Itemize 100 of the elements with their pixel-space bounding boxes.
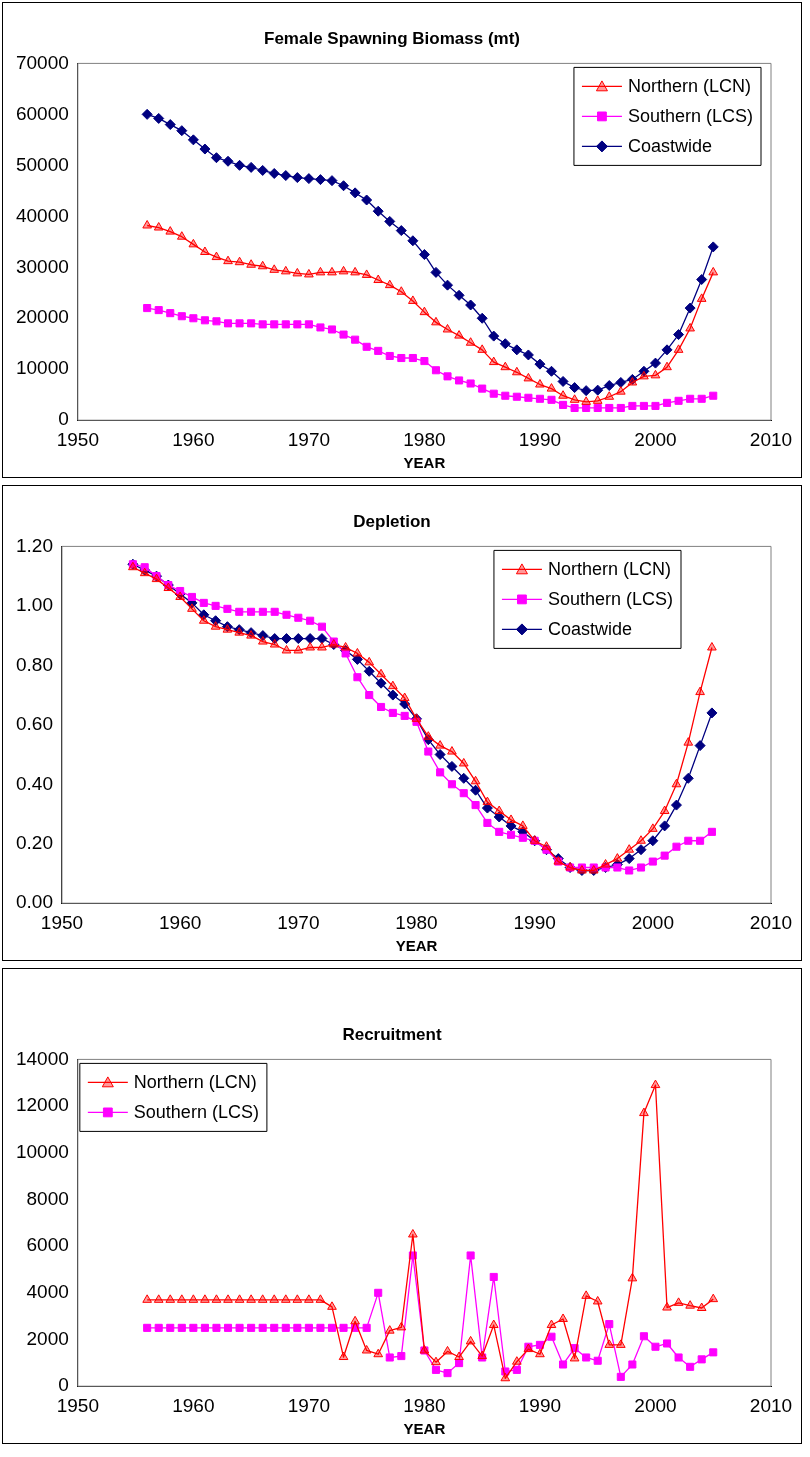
point: [696, 293, 707, 302]
point: [315, 266, 326, 276]
point: [639, 370, 649, 380]
y-tick-label: 50000: [15, 153, 69, 175]
point: [292, 1294, 303, 1303]
point: [434, 749, 446, 761]
x-axis-title: YEAR: [395, 937, 438, 955]
point: [592, 395, 603, 404]
point: [188, 1294, 199, 1303]
point: [431, 1356, 441, 1366]
point: [458, 772, 470, 784]
point: [210, 621, 221, 630]
point: [247, 1323, 256, 1332]
point: [470, 775, 481, 785]
point: [616, 403, 625, 412]
x-tick-label: 2000: [631, 911, 674, 933]
point: [453, 289, 465, 301]
point: [153, 112, 165, 124]
point: [341, 649, 350, 658]
point: [695, 686, 705, 696]
point: [200, 1294, 210, 1303]
y-tick-label: 2000: [26, 1327, 69, 1349]
point: [635, 844, 647, 856]
point: [512, 366, 522, 376]
y-tick-label: 0.40: [16, 772, 53, 794]
point: [518, 833, 527, 842]
point: [257, 1294, 268, 1303]
point: [582, 403, 591, 412]
point: [636, 863, 646, 872]
legend-label: Southern (LCS): [133, 1102, 259, 1123]
point: [350, 266, 360, 276]
point: [488, 1319, 499, 1329]
point: [166, 1323, 175, 1332]
point: [648, 823, 658, 832]
point: [200, 246, 210, 255]
point: [352, 647, 363, 657]
point: [223, 604, 232, 613]
y-tick-label: 0.80: [16, 653, 53, 675]
point: [188, 238, 199, 248]
point: [338, 265, 349, 275]
point: [304, 268, 314, 278]
point: [141, 108, 153, 120]
point: [198, 609, 210, 621]
point: [628, 401, 637, 410]
point: [650, 1079, 661, 1089]
point: [189, 314, 198, 323]
x-tick-label: 1990: [513, 911, 556, 933]
point: [326, 175, 338, 187]
y-tick-label: 0.60: [16, 713, 53, 735]
point: [709, 1348, 718, 1357]
point: [522, 349, 534, 361]
point: [353, 673, 362, 682]
point: [211, 251, 222, 261]
x-tick-label: 1950: [56, 1394, 99, 1416]
point: [212, 317, 221, 326]
point: [686, 394, 695, 403]
point: [210, 615, 222, 627]
chart-title: Recruitment: [342, 1024, 442, 1044]
legend-label: Northern (LCN): [627, 76, 751, 97]
point: [177, 1323, 186, 1332]
point: [495, 827, 504, 836]
point: [518, 820, 528, 829]
point: [685, 322, 695, 332]
point: [269, 639, 280, 648]
point: [317, 641, 327, 651]
y-tick-label: 40000: [15, 204, 69, 226]
point: [140, 563, 149, 572]
point: [466, 379, 475, 388]
point: [292, 267, 303, 277]
point: [512, 1356, 522, 1365]
x-tick-label: 1950: [56, 428, 99, 450]
point: [500, 1372, 511, 1382]
point: [682, 772, 694, 784]
point: [454, 330, 464, 339]
point: [373, 274, 384, 284]
x-tick-label: 1970: [277, 911, 320, 933]
x-tick-label: 1950: [40, 911, 84, 933]
point: [569, 382, 581, 394]
point: [420, 357, 429, 366]
point: [235, 607, 244, 616]
y-tick-label: 14000: [15, 1047, 69, 1069]
point: [339, 1323, 348, 1332]
point: [488, 356, 499, 366]
point: [493, 811, 505, 823]
point: [499, 338, 511, 350]
point: [361, 269, 372, 278]
point: [707, 641, 717, 651]
point: [581, 1290, 591, 1299]
point: [385, 1353, 394, 1362]
point: [212, 1323, 221, 1332]
point: [431, 316, 441, 326]
point: [211, 601, 220, 610]
chart-title: Depletion: [353, 511, 431, 531]
x-tick-label: 2010: [749, 1394, 793, 1416]
point: [362, 1323, 371, 1332]
point: [235, 1323, 244, 1332]
x-tick-label: 1960: [172, 1394, 215, 1416]
point: [223, 1323, 233, 1332]
point: [511, 344, 523, 356]
point: [489, 1272, 498, 1281]
